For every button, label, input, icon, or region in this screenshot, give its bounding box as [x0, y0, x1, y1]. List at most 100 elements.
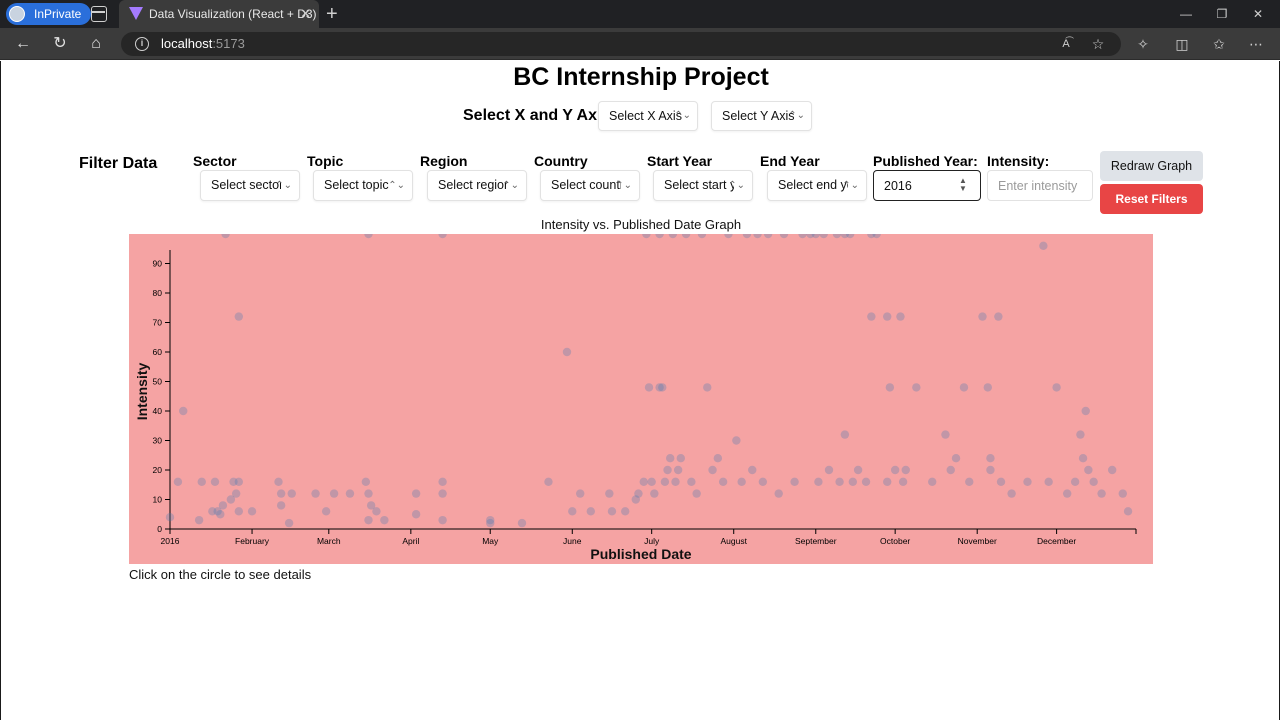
tab-close-icon[interactable]: ✕: [300, 6, 311, 21]
data-point[interactable]: [226, 495, 236, 504]
published-year-input[interactable]: [873, 170, 981, 201]
data-point[interactable]: [210, 477, 220, 486]
data-point[interactable]: [840, 430, 850, 439]
data-point[interactable]: [703, 383, 712, 392]
data-point[interactable]: [650, 489, 659, 498]
data-point[interactable]: [218, 501, 228, 510]
data-point[interactable]: [234, 507, 244, 516]
data-point[interactable]: [438, 489, 447, 498]
data-point[interactable]: [951, 454, 961, 463]
data-point[interactable]: [898, 477, 908, 486]
data-point[interactable]: [621, 507, 630, 516]
url-field[interactable]: i localhost:5173 A͡ ☆: [121, 32, 1121, 56]
data-point[interactable]: [486, 515, 495, 525]
data-point[interactable]: [276, 501, 286, 510]
data-point[interactable]: [642, 234, 651, 239]
site-info-icon[interactable]: i: [135, 37, 149, 51]
extensions-icon[interactable]: ✧: [1137, 36, 1149, 52]
data-point[interactable]: [965, 477, 974, 486]
data-point[interactable]: [544, 477, 553, 486]
data-point[interactable]: [173, 477, 183, 486]
data-point[interactable]: [666, 454, 675, 463]
x-axis-select[interactable]: Select X Axis ⌃⌄: [598, 101, 698, 131]
data-point[interactable]: [687, 477, 696, 486]
data-point[interactable]: [274, 477, 283, 486]
favorites-icon[interactable]: ✩: [1213, 36, 1225, 52]
data-point[interactable]: [901, 465, 910, 475]
data-point[interactable]: [845, 234, 855, 239]
data-point[interactable]: [197, 477, 206, 486]
region-select[interactable]: Select region ⌃⌄: [427, 170, 527, 201]
data-point[interactable]: [644, 383, 654, 392]
data-point[interactable]: [697, 234, 707, 239]
data-point[interactable]: [819, 234, 828, 239]
data-point[interactable]: [576, 489, 585, 498]
data-point[interactable]: [213, 507, 222, 516]
data-point[interactable]: [748, 465, 757, 475]
data-point[interactable]: [1118, 489, 1127, 498]
data-point[interactable]: [692, 489, 701, 498]
read-aloud-icon[interactable]: A͡: [1062, 38, 1070, 50]
data-point[interactable]: [655, 383, 664, 392]
data-point[interactable]: [883, 477, 892, 486]
minimize-button[interactable]: —: [1180, 7, 1192, 21]
data-point[interactable]: [1039, 241, 1048, 250]
home-icon[interactable]: ⌂: [91, 35, 101, 52]
data-point[interactable]: [832, 234, 842, 239]
data-point[interactable]: [673, 465, 683, 475]
restore-button[interactable]: ❐: [1216, 7, 1228, 21]
data-point[interactable]: [438, 477, 447, 486]
data-point[interactable]: [364, 515, 373, 525]
data-point[interactable]: [1123, 507, 1133, 516]
data-point[interactable]: [758, 477, 768, 486]
data-point[interactable]: [986, 465, 995, 475]
data-point[interactable]: [562, 347, 572, 357]
data-point[interactable]: [1076, 430, 1085, 439]
data-point[interactable]: [994, 312, 1003, 321]
data-point[interactable]: [883, 312, 892, 321]
data-point[interactable]: [806, 234, 815, 239]
number-spinner-icon[interactable]: ▲ ▼: [959, 176, 967, 193]
data-point[interactable]: [655, 234, 664, 239]
intensity-input[interactable]: [987, 170, 1093, 201]
data-point[interactable]: [814, 477, 823, 486]
data-point[interactable]: [438, 515, 447, 525]
data-point[interactable]: [1078, 454, 1088, 463]
data-point[interactable]: [824, 465, 834, 475]
data-point[interactable]: [681, 234, 691, 239]
data-point[interactable]: [411, 510, 421, 519]
data-point[interactable]: [861, 477, 871, 486]
data-point[interactable]: [247, 507, 257, 516]
data-point[interactable]: [1107, 465, 1117, 475]
data-point[interactable]: [986, 454, 995, 463]
data-point[interactable]: [708, 465, 717, 475]
data-point[interactable]: [634, 489, 643, 498]
data-point[interactable]: [978, 312, 987, 321]
data-point[interactable]: [605, 489, 614, 498]
data-point[interactable]: [912, 383, 921, 392]
data-point[interactable]: [438, 234, 447, 239]
data-point[interactable]: [658, 383, 667, 392]
close-window-button[interactable]: ✕: [1252, 7, 1264, 21]
data-point[interactable]: [790, 477, 799, 486]
data-point[interactable]: [890, 465, 900, 475]
end-year-select[interactable]: Select end year ⌃⌄: [767, 170, 867, 201]
data-point[interactable]: [607, 507, 617, 516]
data-point[interactable]: [798, 234, 807, 239]
tab-actions-icon[interactable]: [91, 6, 107, 22]
back-arrow-icon[interactable]: ←: [15, 35, 31, 52]
data-point[interactable]: [639, 477, 648, 486]
data-point[interactable]: [234, 477, 244, 486]
data-point[interactable]: [276, 489, 286, 498]
more-menu-icon[interactable]: ⋯: [1249, 36, 1263, 52]
data-point[interactable]: [411, 489, 421, 498]
data-point[interactable]: [983, 383, 992, 392]
data-point[interactable]: [867, 234, 876, 239]
data-point[interactable]: [663, 465, 672, 475]
data-point[interactable]: [724, 234, 733, 239]
data-point[interactable]: [718, 477, 728, 486]
data-point[interactable]: [221, 234, 230, 239]
data-point[interactable]: [872, 234, 881, 239]
data-point[interactable]: [853, 465, 863, 475]
data-point[interactable]: [763, 234, 773, 239]
